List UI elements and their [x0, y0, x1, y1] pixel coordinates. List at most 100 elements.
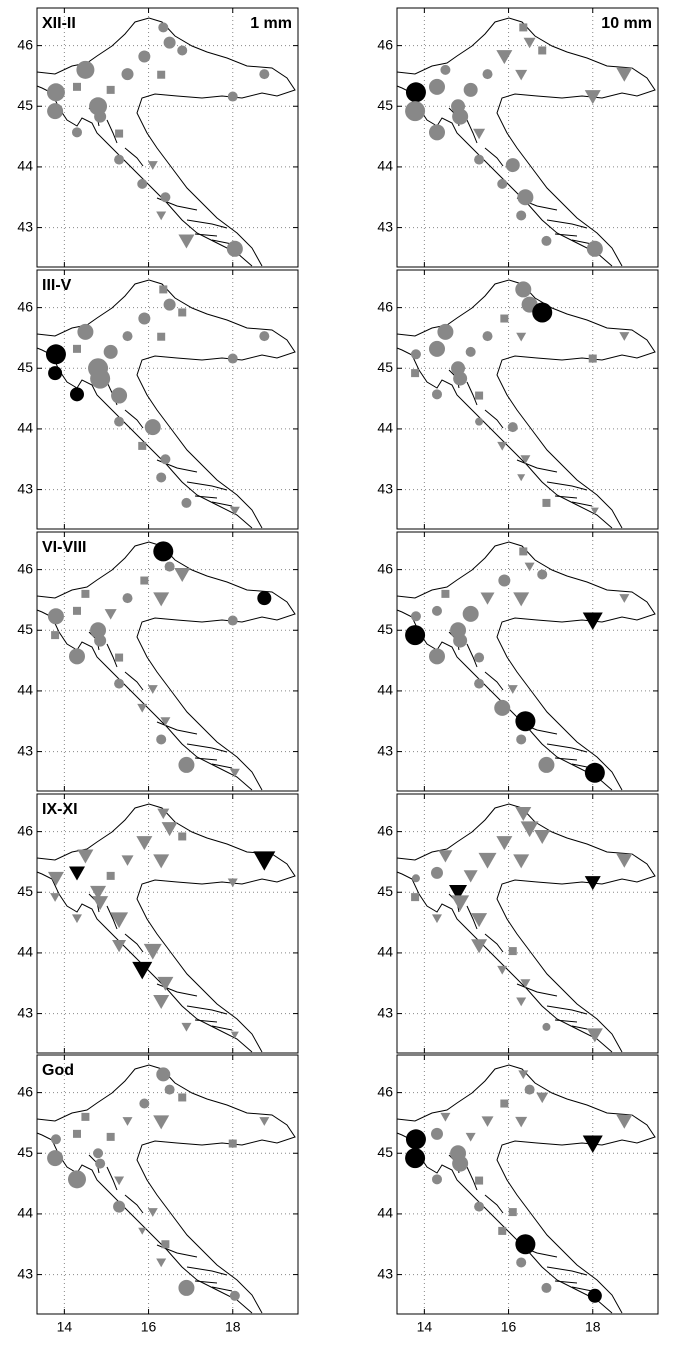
- y-tick-label: 44: [377, 944, 393, 960]
- panel-border: [396, 7, 659, 268]
- station-marker: [156, 1258, 167, 1268]
- y-tick-label: 45: [377, 883, 393, 899]
- station-marker: [582, 1135, 603, 1154]
- station-marker: [178, 308, 187, 317]
- y-tick-label: 44: [377, 682, 393, 698]
- station-marker: [174, 568, 191, 583]
- station-marker: [72, 82, 81, 91]
- station-marker: [68, 866, 85, 881]
- panel-title: XII-II: [42, 15, 76, 32]
- station-marker: [405, 1148, 426, 1169]
- station-marker: [431, 389, 442, 400]
- y-tick-label: 46: [17, 822, 33, 838]
- station-marker: [68, 648, 85, 665]
- station-marker: [147, 1208, 158, 1217]
- station-marker: [482, 331, 493, 342]
- station-marker: [50, 1134, 61, 1145]
- station-marker: [144, 419, 161, 436]
- station-marker: [153, 854, 170, 869]
- station-marker: [259, 69, 270, 80]
- station-marker: [453, 633, 468, 648]
- y-tick-label: 46: [377, 36, 393, 52]
- station-marker: [538, 756, 555, 773]
- station-marker: [520, 455, 531, 464]
- station-marker: [451, 895, 470, 912]
- station-marker: [76, 60, 95, 79]
- station-marker: [71, 914, 82, 924]
- y-tick-label: 45: [17, 883, 33, 899]
- station-marker: [430, 1127, 443, 1140]
- panel-border: [36, 531, 299, 792]
- station-marker: [465, 346, 476, 357]
- y-tick-label: 45: [17, 359, 33, 375]
- station-marker: [230, 1031, 239, 1039]
- station-marker: [538, 46, 547, 55]
- y-tick-label: 43: [377, 1265, 393, 1281]
- x-tick-label: 18: [585, 1319, 601, 1335]
- y-tick-label: 43: [17, 742, 33, 758]
- station-marker: [515, 711, 536, 732]
- station-marker: [140, 576, 149, 585]
- panel-border: [396, 269, 659, 530]
- y-tick-label: 43: [377, 218, 393, 234]
- station-marker: [474, 678, 485, 689]
- station-marker: [474, 1201, 485, 1212]
- station-marker: [94, 634, 107, 647]
- station-marker: [616, 853, 633, 868]
- station-marker: [497, 965, 508, 975]
- panel-title: VI-VIII: [42, 539, 86, 556]
- station-marker: [515, 1234, 536, 1255]
- station-marker: [46, 83, 65, 102]
- y-tick-label: 44: [377, 1205, 393, 1221]
- station-marker: [519, 547, 528, 556]
- station-marker: [157, 808, 170, 820]
- station-marker: [122, 1117, 133, 1126]
- y-tick-label: 44: [17, 944, 33, 960]
- station-marker: [405, 101, 426, 122]
- station-marker: [104, 609, 117, 620]
- station-marker: [114, 678, 125, 689]
- station-marker: [47, 1150, 64, 1167]
- station-marker: [428, 648, 445, 665]
- station-marker: [163, 36, 176, 49]
- station-marker: [90, 622, 107, 639]
- station-marker: [71, 127, 82, 138]
- panel-title: IX-XI: [42, 801, 78, 818]
- station-marker: [405, 82, 426, 103]
- station-marker: [153, 995, 170, 1010]
- station-marker: [106, 85, 115, 94]
- station-marker: [147, 685, 158, 694]
- station-marker: [227, 615, 238, 626]
- station-marker: [45, 344, 66, 365]
- station-marker: [90, 885, 107, 900]
- y-tick-label: 45: [17, 97, 33, 113]
- station-marker: [110, 912, 129, 929]
- station-marker: [462, 605, 479, 622]
- station-marker: [81, 1112, 90, 1121]
- station-marker: [452, 1155, 469, 1172]
- station-marker: [178, 234, 195, 249]
- station-marker: [122, 593, 133, 604]
- station-marker: [153, 541, 174, 562]
- station-marker: [590, 507, 599, 515]
- station-marker: [541, 1282, 552, 1293]
- panel-border: [36, 1054, 299, 1315]
- panel-frame: [37, 8, 298, 267]
- y-tick-label: 43: [17, 218, 33, 234]
- station-marker: [163, 298, 176, 311]
- station-marker: [47, 608, 64, 625]
- station-marker: [158, 22, 169, 33]
- station-marker: [157, 976, 174, 991]
- station-marker: [517, 189, 534, 206]
- station-marker: [515, 807, 532, 822]
- station-marker: [428, 340, 445, 357]
- station-marker: [227, 353, 238, 364]
- station-marker: [431, 605, 442, 616]
- y-tick-label: 45: [377, 621, 393, 637]
- x-tick-label: 16: [501, 1319, 517, 1335]
- y-tick-label: 46: [17, 1083, 33, 1099]
- panel-border: [396, 531, 659, 792]
- station-marker: [507, 685, 518, 694]
- station-marker: [431, 1174, 442, 1185]
- station-marker: [541, 235, 552, 246]
